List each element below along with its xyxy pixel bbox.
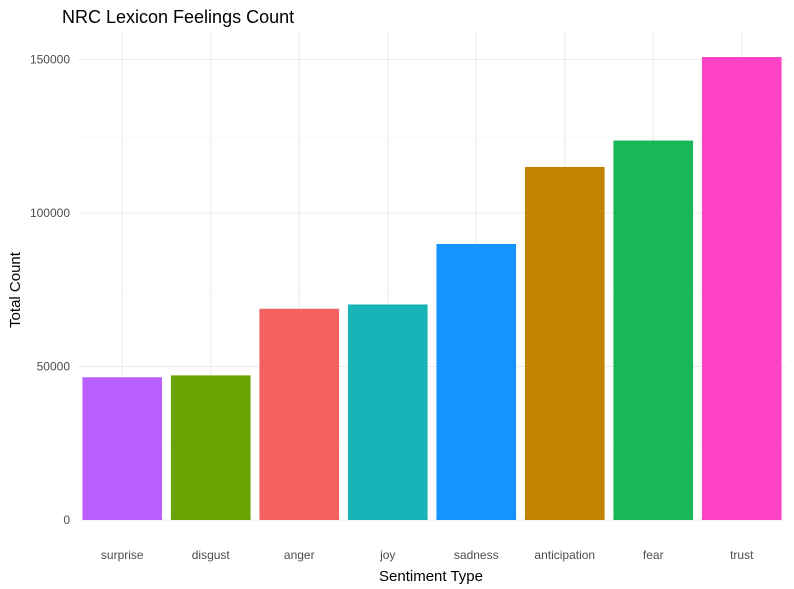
- bar-disgust: [170, 375, 251, 520]
- x-tick-label: surprise: [101, 548, 144, 562]
- bar-anticipation: [524, 166, 605, 520]
- x-axis-ticks: surprise disgust anger joy sadness anticipati…: [101, 548, 754, 562]
- bar-joy: [347, 304, 428, 520]
- bar-trust: [701, 57, 782, 520]
- x-tick-label: fear: [643, 548, 664, 562]
- x-tick-label: anger: [284, 548, 315, 562]
- y-axis-ticks: 0 50000 100000 150000: [30, 53, 70, 528]
- x-axis-title: Sentiment Type: [379, 568, 483, 585]
- bars: [82, 57, 782, 520]
- y-tick-label: 50000: [37, 360, 71, 374]
- bar-fear: [613, 140, 694, 520]
- chart-title: NRC Lexicon Feelings Count: [62, 7, 294, 27]
- bar-sadness: [436, 244, 517, 520]
- bar-anger: [259, 308, 340, 520]
- x-tick-label: trust: [730, 548, 754, 562]
- x-tick-label: anticipation: [534, 548, 595, 562]
- y-axis-title: Total Count: [7, 251, 24, 328]
- x-tick-label: joy: [379, 548, 395, 562]
- y-tick-label: 0: [63, 513, 70, 527]
- y-tick-label: 100000: [30, 206, 70, 220]
- bar-surprise: [82, 377, 163, 520]
- y-tick-label: 150000: [30, 53, 70, 67]
- x-tick-label: sadness: [454, 548, 499, 562]
- x-tick-label: disgust: [192, 548, 231, 562]
